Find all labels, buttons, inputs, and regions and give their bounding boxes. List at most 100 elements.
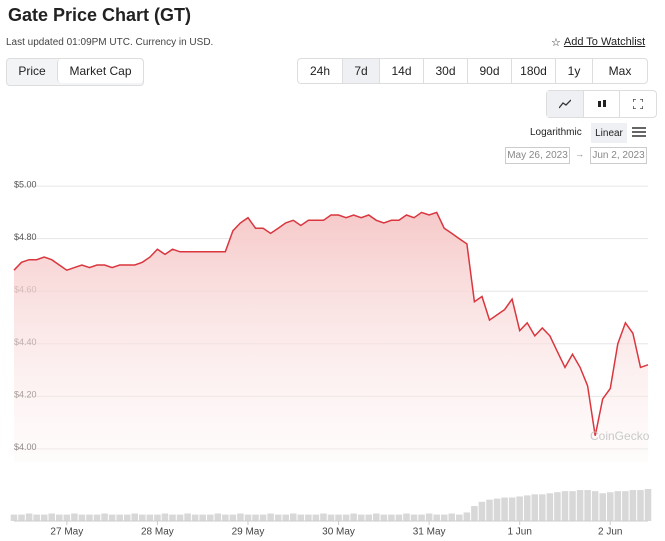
volume-bar — [131, 513, 139, 521]
volume-bar — [305, 514, 312, 521]
x-tick-label: 2 Jun — [598, 527, 622, 538]
volume-bar — [93, 514, 101, 521]
volume-bar — [456, 514, 463, 521]
volume-bar — [433, 514, 440, 521]
menu-icon[interactable] — [632, 127, 646, 137]
volume-bar — [154, 514, 161, 521]
volume-bar — [78, 514, 86, 521]
volume-bar — [342, 514, 350, 521]
volume-bar — [463, 512, 471, 521]
volume-bar — [591, 491, 599, 521]
volume-bar — [471, 506, 478, 521]
x-tick-label: 30 May — [322, 527, 355, 538]
volume-bar — [71, 513, 78, 521]
volume-bar — [146, 514, 154, 521]
volume-bar — [629, 490, 637, 521]
volume-bar — [546, 493, 554, 521]
range-button[interactable]: 24h — [297, 58, 343, 84]
y-tick-label: $5.00 — [14, 180, 37, 190]
range-button[interactable]: 1y — [555, 58, 593, 84]
candle-icon — [597, 100, 606, 107]
x-tick-label: 31 May — [413, 527, 446, 538]
line-button[interactable] — [547, 91, 583, 117]
volume-bar — [214, 513, 222, 521]
volume-bar — [380, 514, 388, 521]
x-tick-label: 28 May — [141, 527, 174, 538]
volume-bar — [56, 514, 63, 521]
title: Gate Price Chart (GT) — [8, 5, 192, 25]
date-to[interactable]: Jun 2, 2023 — [590, 147, 647, 164]
linear-button[interactable]: Linear — [591, 123, 627, 143]
volume-bar — [108, 514, 116, 521]
watchlist-link[interactable]: Add To Watchlist — [563, 36, 646, 48]
volume-bar — [176, 514, 184, 521]
tab[interactable]: Market Cap — [57, 59, 143, 83]
volume-bar — [206, 514, 214, 521]
range-button[interactable]: 180d — [511, 58, 556, 84]
volume-bar — [373, 513, 380, 521]
volume-bar — [63, 514, 71, 521]
watchlist[interactable]: ☆ Add To Watchlist — [551, 36, 645, 49]
volume-bar — [622, 491, 629, 521]
chart-type — [546, 90, 657, 118]
volume-bar — [365, 514, 373, 521]
x-tick-label: 1 Jun — [507, 527, 531, 538]
volume-bar — [139, 514, 146, 521]
volume-bar — [259, 514, 267, 521]
volume-bar — [320, 513, 327, 521]
volume-bar — [576, 490, 584, 521]
volume-bar — [410, 514, 418, 521]
volume-bar — [244, 514, 252, 521]
volume-bar — [599, 493, 606, 521]
volume-bar — [184, 513, 191, 521]
volume-bar — [33, 514, 40, 521]
volume-bar — [425, 513, 433, 521]
volume-bar — [554, 492, 561, 521]
y-tick-label: $4.80 — [14, 232, 37, 242]
x-tick-label: 29 May — [232, 527, 265, 538]
volume-bar — [614, 491, 622, 521]
volume-bar — [297, 514, 305, 521]
tabs: Price Market Cap — [6, 58, 144, 86]
expand-button[interactable] — [619, 91, 656, 117]
volume-bar — [18, 514, 25, 521]
volume-bar — [531, 494, 539, 521]
volume-bar — [274, 514, 282, 521]
volume-bar — [516, 496, 523, 521]
volume-bar — [222, 514, 229, 521]
log-button[interactable]: Logarithmic — [530, 127, 582, 138]
range-button[interactable]: Max — [592, 58, 648, 84]
volume-bar — [395, 514, 403, 521]
volume-bar — [86, 514, 93, 521]
volume-bar — [116, 514, 123, 521]
volume-bar — [312, 514, 320, 521]
candle-button[interactable] — [582, 91, 620, 117]
volume-bar — [161, 513, 169, 521]
volume-bar — [606, 492, 614, 521]
volume-bar — [418, 514, 425, 521]
volume-bar — [25, 513, 33, 521]
volume-bar — [123, 514, 131, 521]
star-icon: ☆ — [551, 37, 561, 49]
date-arrow: → — [575, 149, 584, 159]
volume-bar — [289, 513, 297, 521]
volume-bar — [282, 514, 289, 521]
volume-bar — [40, 514, 48, 521]
ranges: 24h 7d 14d 30d 90d 180d 1y Max — [297, 58, 655, 84]
x-tick-label: 27 May — [50, 527, 83, 538]
date-from[interactable]: May 26, 2023 — [505, 147, 570, 164]
volume-bar — [508, 497, 516, 521]
tab[interactable]: Price — [18, 64, 46, 78]
volume-bar — [388, 514, 395, 521]
watermark: CoinGecko — [590, 429, 650, 443]
volume-bar — [486, 499, 493, 521]
range-button[interactable]: 90d — [467, 58, 512, 84]
volume-bar — [539, 494, 546, 521]
volume-bar — [199, 514, 206, 521]
volume-bar — [523, 495, 531, 521]
range-button[interactable]: 30d — [423, 58, 468, 84]
volume-bar — [501, 497, 508, 521]
volume-bar — [237, 513, 244, 521]
